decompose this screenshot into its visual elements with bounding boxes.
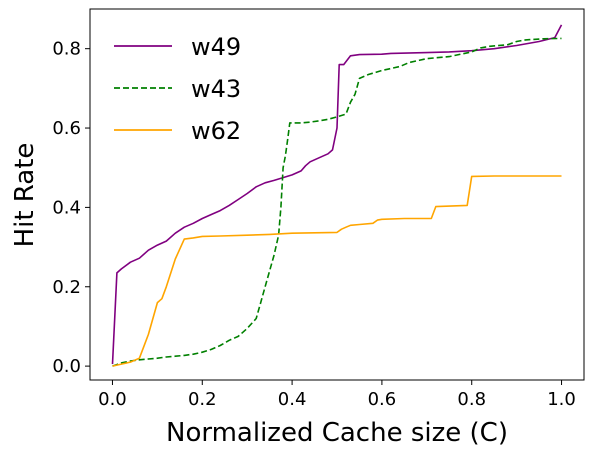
y-axis-label: Hit Rate [10,143,40,248]
legend-label-w43: w43 [191,75,241,103]
x-tick-label: 0.4 [278,389,307,410]
legend-label-w49: w49 [191,33,241,61]
x-axis-label: Normalized Cache size (C) [166,418,508,448]
y-tick-label: 0.2 [52,277,81,298]
series-layer [111,24,563,367]
series-line-w49 [111,24,563,365]
x-tick-label: 0.6 [368,389,397,410]
series-line-w62 [112,175,562,367]
y-axis-ticks: 0.0 0.2 0.4 0.6 0.8 [52,39,90,377]
plot-area [89,8,585,381]
x-tick-label: 0.2 [188,389,217,410]
y-tick-label: 0.6 [52,118,81,139]
series-line-w43 [112,37,562,367]
legend-label-w62: w62 [191,117,241,145]
y-tick-label: 0.4 [52,197,81,218]
legend: w49 w43 w62 [114,33,241,145]
x-tick-label: 1.0 [547,389,576,410]
x-axis-ticks: 0.0 0.2 0.4 0.6 0.8 1.0 [98,380,576,410]
y-tick-label: 0.0 [52,356,81,377]
x-tick-label: 0.0 [98,389,127,410]
y-tick-label: 0.8 [52,39,81,60]
x-tick-label: 0.8 [457,389,486,410]
